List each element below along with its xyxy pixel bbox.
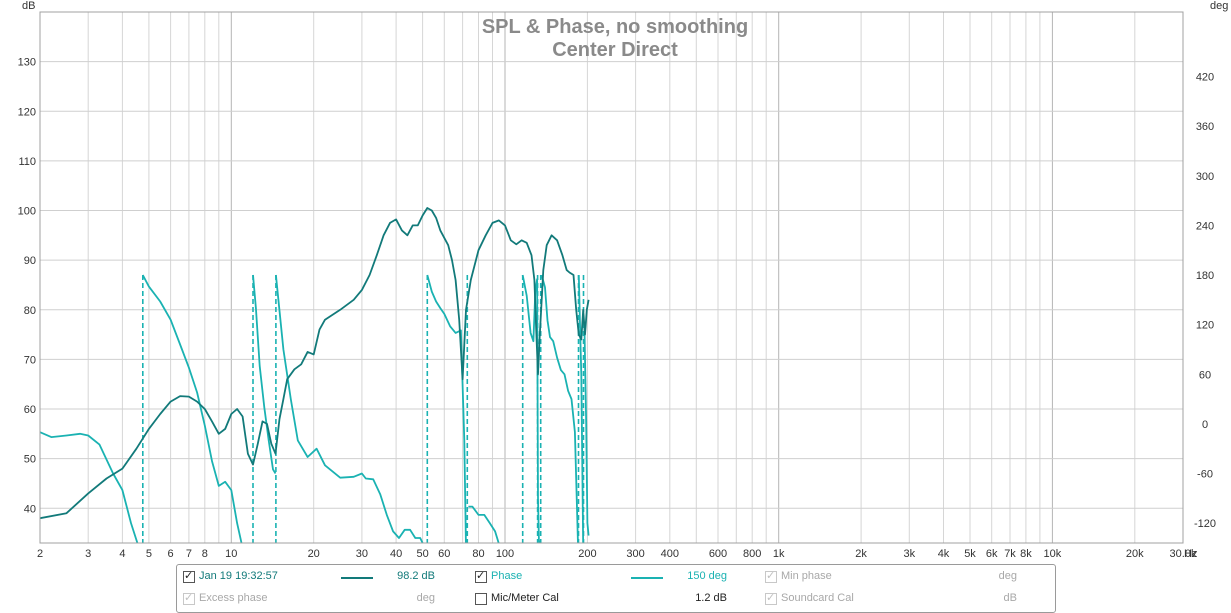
plot-frame bbox=[39, 11, 1184, 544]
phase-series-line bbox=[540, 274, 579, 543]
phase-series-line bbox=[577, 274, 585, 543]
spl-series-line bbox=[40, 207, 590, 520]
left-axis-unit: dB bbox=[22, 0, 35, 12]
chart-subtitle: Center Direct bbox=[552, 39, 678, 61]
phase-series-line bbox=[275, 274, 424, 543]
y-right-tick-label: 60 bbox=[1199, 369, 1211, 381]
x-tick-label: 4 bbox=[119, 548, 125, 560]
x-tick-label: 80 bbox=[472, 548, 484, 560]
y-right-tick-label: 180 bbox=[1196, 270, 1214, 282]
x-tick-label: 2 bbox=[37, 548, 43, 560]
x-tick-label: 10k bbox=[1044, 548, 1062, 560]
y-left-tick-label: 40 bbox=[24, 503, 36, 515]
legend-mic-cal-value: 1.2 dB bbox=[695, 592, 727, 604]
x-tick-label: 60 bbox=[438, 548, 450, 560]
legend-min-phase-value: deg bbox=[998, 570, 1017, 582]
x-tick-label: 400 bbox=[661, 548, 679, 560]
x-tick-label: 600 bbox=[709, 548, 727, 560]
y-right-tick-label: 420 bbox=[1196, 72, 1214, 84]
x-tick-label: 3 bbox=[85, 548, 91, 560]
chart-title: SPL & Phase, no smoothing bbox=[482, 16, 748, 38]
x-tick-label: 6k bbox=[986, 548, 998, 560]
x-tick-label: 40 bbox=[390, 548, 402, 560]
x-tick-label: 30 bbox=[356, 548, 368, 560]
y-right-tick-label: 120 bbox=[1196, 320, 1214, 332]
x-tick-label: 30.0k bbox=[1170, 548, 1197, 560]
checkbox-phase[interactable] bbox=[475, 569, 487, 583]
y-left-tick-label: 50 bbox=[24, 454, 36, 466]
x-tick-label: 7 bbox=[186, 548, 192, 560]
checkbox-min-phase[interactable] bbox=[765, 569, 777, 583]
plot-background bbox=[40, 12, 1183, 543]
x-tick-label: 20 bbox=[308, 548, 320, 560]
y-right-tick-label: -60 bbox=[1197, 469, 1213, 481]
y-right-tick-label: 0 bbox=[1202, 419, 1208, 431]
x-tick-label: 8 bbox=[202, 548, 208, 560]
legend-soundcard-cal-value: dB bbox=[1003, 592, 1017, 604]
x-tick-label: 100 bbox=[496, 548, 514, 560]
x-tick-label: 8k bbox=[1020, 548, 1032, 560]
legend-soundcard-cal-label: Soundcard Cal bbox=[781, 592, 854, 604]
y-left-tick-label: 60 bbox=[24, 404, 36, 416]
x-tick-label: 6 bbox=[168, 548, 174, 560]
x-tick-label: 5k bbox=[964, 548, 976, 560]
y-left-tick-label: 120 bbox=[18, 106, 36, 118]
legend-excess-phase-label: Excess phase bbox=[199, 592, 268, 604]
x-tick-label: 200 bbox=[578, 548, 596, 560]
spl-phase-chart[interactable]: 2 3 4 5 6 7 8 10 20 30 40 50 60 80 100 200 300 400 600 800 1… bbox=[0, 0, 1231, 563]
y-left-tick-label: 70 bbox=[24, 354, 36, 366]
x-tick-label: 800 bbox=[743, 548, 761, 560]
y-left-tick-label: 80 bbox=[24, 305, 36, 317]
legend-panel: Jan 19 19:32:57 98.2 dB Phase 150 deg Mi… bbox=[176, 564, 1056, 613]
x-tick-label: 7k bbox=[1004, 548, 1016, 560]
x-tick-label: 20k bbox=[1126, 548, 1144, 560]
legend-measurement-value: 98.2 dB bbox=[397, 570, 435, 582]
right-axis-unit: deg bbox=[1210, 0, 1228, 12]
checkbox-excess-phase[interactable] bbox=[183, 591, 195, 605]
y-left-tick-label: 90 bbox=[24, 255, 36, 267]
legend-row-2: Excess phase deg Mic/Meter Cal 1.2 dB So… bbox=[177, 589, 1055, 609]
legend-phase-label: Phase bbox=[491, 570, 523, 582]
tick-labels: 2 3 4 5 6 7 8 10 20 30 40 50 60 80 100 200 300 400 600 800 1… bbox=[18, 57, 1216, 560]
x-tick-label: 50 bbox=[416, 548, 428, 560]
checkbox-measurement[interactable] bbox=[183, 569, 195, 583]
y-right-tick-label: 240 bbox=[1196, 220, 1214, 232]
x-tick-label: 2k bbox=[855, 548, 867, 560]
phase-series-line bbox=[40, 431, 139, 543]
legend-excess-phase-value: deg bbox=[416, 592, 435, 604]
legend-min-phase-label: Min phase bbox=[781, 570, 832, 582]
checkbox-soundcard-cal[interactable] bbox=[765, 591, 777, 605]
y-right-tick-label: 360 bbox=[1196, 121, 1214, 133]
phase-series-line bbox=[426, 274, 467, 543]
phase-series-line bbox=[142, 274, 243, 543]
legend-measurement-label: Jan 19 19:32:57 bbox=[199, 570, 278, 582]
legend-phase-value: 150 deg bbox=[687, 570, 727, 582]
legend-row-1: Jan 19 19:32:57 98.2 dB Phase 150 deg Mi… bbox=[177, 567, 1055, 587]
y-left-tick-label: 110 bbox=[18, 156, 36, 168]
y-right-tick-label: -120 bbox=[1194, 518, 1216, 530]
legend-mic-cal-label: Mic/Meter Cal bbox=[491, 592, 559, 604]
checkbox-mic-meter-cal[interactable] bbox=[475, 593, 487, 605]
x-axis-unit: Hz bbox=[1184, 548, 1197, 560]
y-right-tick-label: 300 bbox=[1196, 171, 1214, 183]
series-layer bbox=[40, 207, 590, 543]
y-left-tick-label: 100 bbox=[18, 206, 36, 218]
x-tick-label: 1k bbox=[773, 548, 785, 560]
y-left-tick-label: 130 bbox=[18, 57, 36, 69]
phase-series-line bbox=[468, 505, 500, 543]
x-tick-label: 5 bbox=[146, 548, 152, 560]
x-tick-label: 3k bbox=[903, 548, 915, 560]
x-tick-label: 10 bbox=[225, 548, 237, 560]
phase-series-line bbox=[583, 324, 590, 536]
legend-phase-swatch bbox=[631, 577, 663, 579]
x-tick-label: 4k bbox=[938, 548, 950, 560]
legend-measurement-swatch bbox=[341, 577, 373, 579]
phase-series-line bbox=[252, 274, 277, 474]
x-tick-label: 300 bbox=[626, 548, 644, 560]
